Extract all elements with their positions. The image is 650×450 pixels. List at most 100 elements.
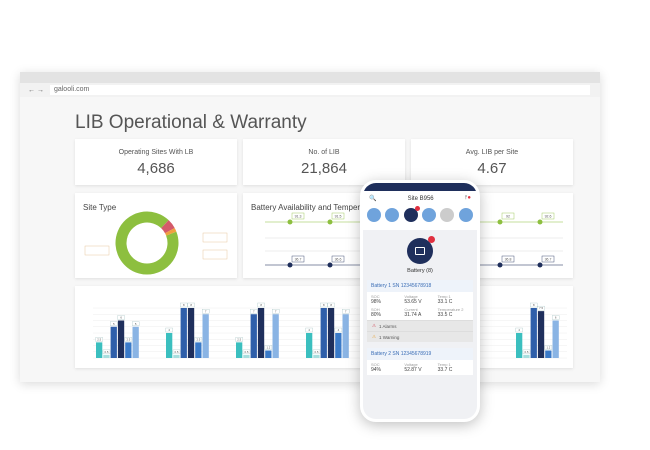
bar [117, 320, 125, 358]
bar-label-box [257, 302, 265, 308]
donut-slice [164, 227, 177, 236]
data-label-box [291, 255, 305, 263]
battery-sn: SN 12345678918 [392, 283, 432, 289]
field-label: Temp 1 [437, 362, 451, 367]
bar [320, 308, 327, 358]
battery-field: Temperature 2 33.5 C [438, 307, 469, 318]
data-label: 36.8 [505, 257, 512, 261]
bar-label: 8 [183, 303, 185, 307]
bar-label: 8 [330, 303, 332, 307]
bar-label: 8 [260, 303, 262, 307]
alarms-row[interactable]: ⚠ 1 Alarms [367, 320, 473, 331]
site-title: Site B956 [407, 195, 434, 202]
bar [125, 342, 132, 358]
data-label-box [501, 212, 515, 220]
kpi-card: Avg. LIB per Site 4.67 [411, 139, 573, 185]
battery-field: SOC 98% [371, 294, 402, 305]
battery-card[interactable]: Battery 2 SN 12345678919 SOC 94% Voltage 52… [367, 348, 473, 375]
bar-label-box [187, 302, 195, 308]
bar [327, 308, 335, 358]
bar [166, 333, 173, 358]
bar [313, 354, 320, 358]
data-label-box [331, 255, 345, 263]
bar-label: 0.5 [245, 350, 249, 354]
category-icon[interactable] [385, 208, 400, 222]
bar [187, 308, 195, 358]
bar-label: 5 [113, 322, 115, 326]
donut-slice [115, 211, 179, 275]
bar-label: 7.5 [539, 306, 543, 310]
bar [202, 314, 209, 358]
card-title: Battery Availability and Temperature [251, 203, 379, 212]
bar-label: 8 [533, 303, 535, 307]
data-label: 92 [506, 214, 510, 218]
field-value: 33.7 C [437, 367, 453, 373]
field-value: 33.1 C [437, 299, 453, 305]
field-value: 98% [371, 299, 382, 305]
bar [250, 314, 257, 358]
data-label-box [291, 212, 305, 220]
donut-slice [160, 220, 175, 234]
field-value: 94% [371, 367, 382, 373]
bar-label: 0.5 [525, 350, 529, 354]
data-point [287, 262, 293, 268]
data-point [327, 262, 333, 268]
kpi-label: No. of LIB [308, 149, 340, 156]
site-type-card: Site Type [75, 193, 237, 278]
data-label: 91.5 [335, 214, 342, 218]
back-forward-icon[interactable]: ← → [28, 86, 44, 94]
category-icon[interactable] [422, 208, 437, 222]
category-icon[interactable] [367, 208, 382, 222]
bar-label-box [530, 302, 538, 308]
category-icon[interactable] [458, 208, 473, 222]
battery-category-icon[interactable] [403, 206, 420, 222]
battery-field: Voltage 53.65 V [404, 294, 435, 305]
bar [516, 333, 523, 358]
bar-label: 7 [205, 309, 207, 313]
bar-label: 7 [345, 309, 347, 313]
bar-label-box [544, 345, 553, 350]
bar-label-box [132, 321, 140, 326]
bar [257, 308, 265, 358]
field-label: Temperature 2 [437, 307, 464, 312]
field-value: 80% [371, 312, 382, 318]
data-label: 36.7 [545, 257, 552, 261]
bar-label: 2.5 [97, 337, 101, 341]
bar-label: 0.5 [175, 350, 179, 354]
bar-label: 8 [190, 303, 192, 307]
field-value: 31.74 A [404, 312, 422, 318]
data-point [497, 262, 503, 268]
bar-label-box [102, 349, 111, 355]
field-label: SOH [371, 307, 380, 312]
url-field[interactable]: galooli.com [49, 85, 590, 95]
bar-label-box [242, 349, 251, 355]
bar-label: 5 [135, 322, 137, 326]
bar [132, 326, 139, 358]
field-label: Temp 1 [437, 294, 451, 299]
field-value: 52.87 V [404, 367, 422, 373]
alarm-icon: ⚠ [372, 323, 377, 328]
field-label: Voltage [404, 294, 418, 299]
bar [523, 354, 530, 358]
bar-label-box [320, 302, 328, 308]
data-point [497, 219, 503, 225]
bar-label: 4 [168, 328, 170, 332]
battery-count: Battery (8) [407, 268, 433, 274]
battery-card[interactable]: Battery 1 SN 12345678918 SOC 98% Voltage 53… [367, 280, 473, 320]
bar-label: 1.2 [266, 346, 270, 350]
bar-label: 6 [555, 316, 557, 320]
data-label-box [541, 255, 555, 263]
category-icon[interactable] [440, 208, 455, 222]
bar-label-box [95, 337, 103, 342]
search-icon[interactable]: 🔍 [369, 196, 377, 202]
bar-label: 2.5 [196, 337, 200, 341]
field-label: Current [404, 307, 418, 312]
bar-label-box [117, 315, 125, 320]
bar-label-box [312, 349, 321, 355]
bar [545, 350, 552, 358]
kpi-card: No. of LIB 21,864 [243, 139, 405, 185]
browser-titlebar [20, 72, 600, 83]
bar-label-box [327, 302, 335, 308]
tower-icon[interactable]: ⫯● [464, 195, 471, 201]
warnings-row[interactable]: ⚠ 1 Warning [367, 331, 473, 342]
